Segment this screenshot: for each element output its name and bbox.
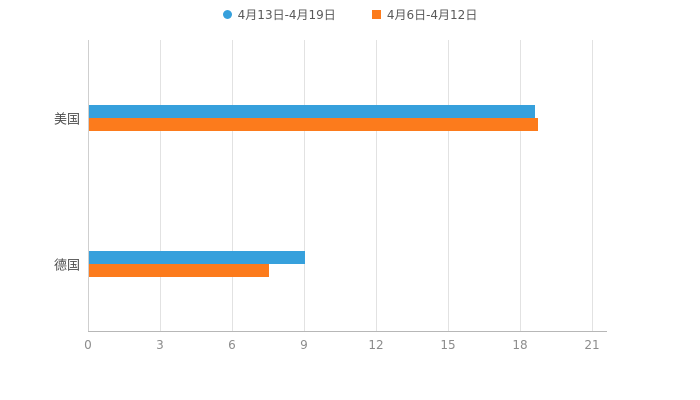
legend-label: 4月6日-4月12日 xyxy=(386,8,478,22)
gridline xyxy=(160,40,161,332)
bar-4月6日-4月12日-美国 xyxy=(89,118,538,131)
category-label: 美国 xyxy=(53,112,80,128)
chart-legend: 4月13日-4月19日 4月6日-4月12日 xyxy=(0,6,700,23)
gridline xyxy=(376,40,377,332)
x-tick-label: 21 xyxy=(584,338,600,352)
bar-4月6日-4月12日-德国 xyxy=(89,264,269,277)
y-axis-line xyxy=(88,40,89,332)
gridline xyxy=(448,40,449,332)
bar-4月13日-4月19日-德国 xyxy=(89,251,305,264)
legend-item-series-0[interactable]: 4月13日-4月19日 xyxy=(222,6,336,23)
legend-label: 4月13日-4月19日 xyxy=(237,8,336,22)
x-tick-label: 0 xyxy=(84,338,92,352)
x-tick-label: 6 xyxy=(228,338,236,352)
gridline xyxy=(304,40,305,332)
category-label: 德国 xyxy=(53,258,80,274)
plot-area xyxy=(88,40,608,332)
x-tick-label: 12 xyxy=(368,338,384,352)
x-tick-label: 3 xyxy=(156,338,164,352)
x-tick-label: 15 xyxy=(440,338,456,352)
legend-square-marker-icon xyxy=(371,10,381,19)
legend-circle-marker-icon xyxy=(222,10,232,19)
legend-item-series-1[interactable]: 4月6日-4月12日 xyxy=(371,6,478,23)
bar-4月13日-4月19日-美国 xyxy=(89,105,536,118)
x-tick-label: 18 xyxy=(512,338,528,352)
x-axis-line xyxy=(88,331,608,332)
gridline xyxy=(520,40,521,332)
gridline xyxy=(232,40,233,332)
x-tick-label: 9 xyxy=(300,338,308,352)
gridline xyxy=(592,40,593,332)
